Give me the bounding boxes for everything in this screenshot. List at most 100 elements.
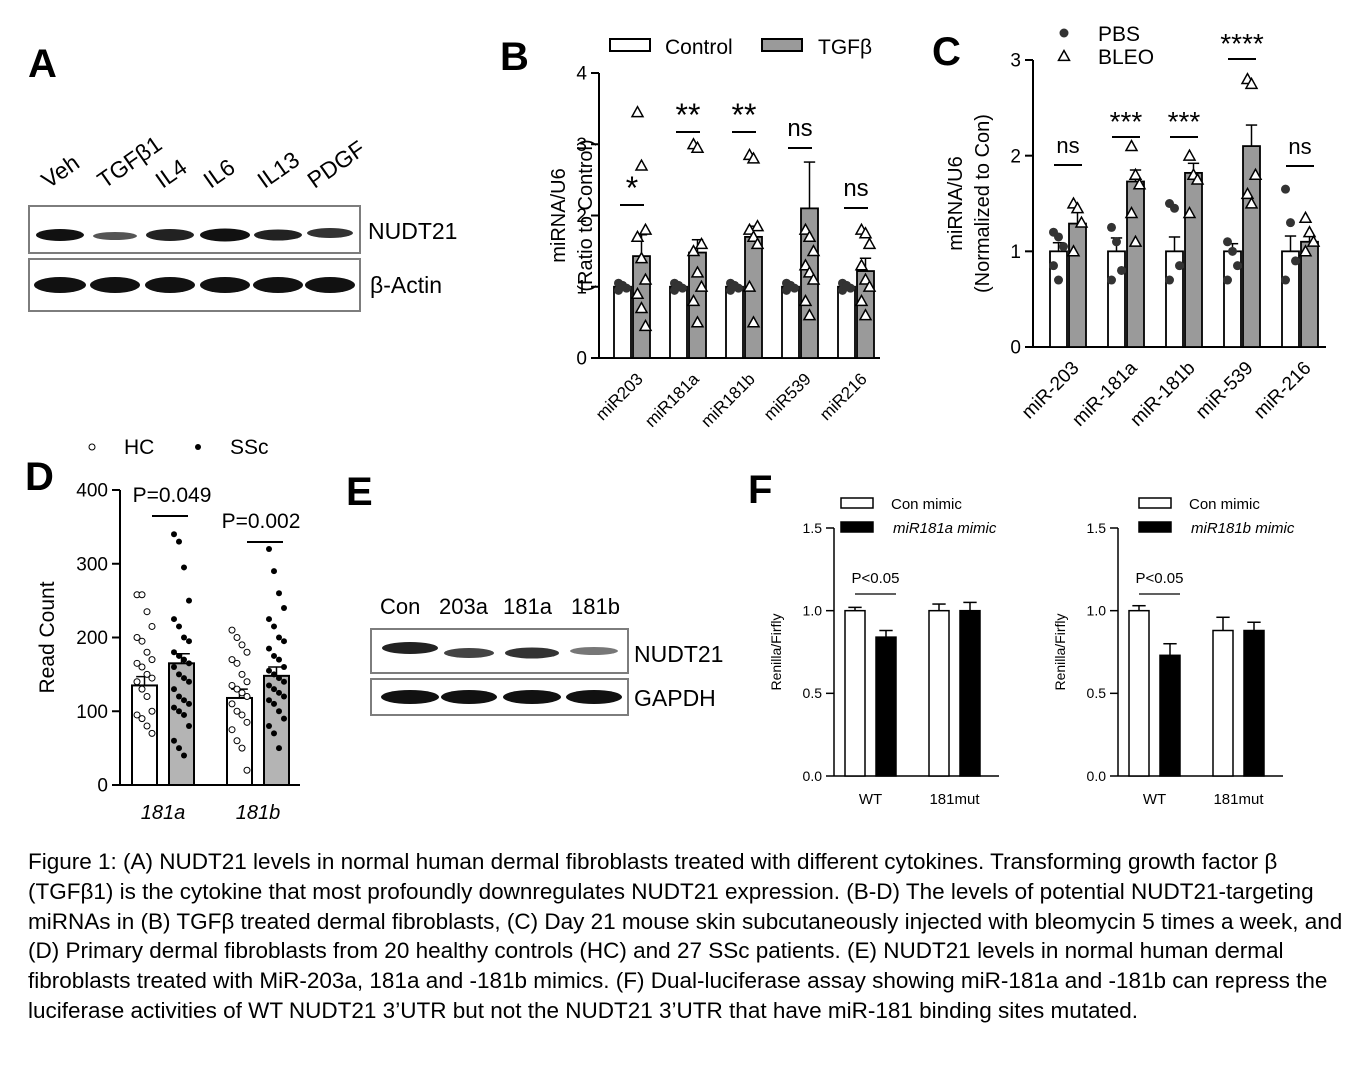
y-tick-label-c: 0 xyxy=(1010,338,1021,359)
data-point-b xyxy=(618,282,627,292)
bar-b xyxy=(725,285,744,359)
data-point-d xyxy=(266,645,272,652)
data-point-c xyxy=(1244,196,1259,209)
pvalue-label-d: P=0.049 xyxy=(133,484,212,507)
actin-blot xyxy=(28,258,361,312)
y-tick-label-c: 1 xyxy=(1010,242,1021,263)
data-point-b xyxy=(638,272,653,285)
panel-label-c: C xyxy=(932,30,961,74)
significance-label-b: ns xyxy=(787,115,812,142)
data-point-b xyxy=(694,236,709,250)
legend-label-con-f1: Con mimic xyxy=(891,496,962,513)
data-point-c xyxy=(1107,222,1116,232)
data-point-d xyxy=(266,723,272,729)
significance-label-c: *** xyxy=(1168,106,1201,137)
data-point-d xyxy=(276,656,282,663)
data-point-b xyxy=(862,236,877,250)
data-point-d xyxy=(228,656,236,664)
legend-label-ssc: SSc xyxy=(230,436,269,459)
data-point-c xyxy=(1054,232,1063,242)
data-point-b xyxy=(802,229,817,243)
data-point-b xyxy=(674,282,683,292)
data-point-d xyxy=(133,659,141,667)
data-point-d xyxy=(186,660,192,667)
data-point-b xyxy=(742,279,757,292)
data-point-d xyxy=(281,678,287,685)
y-axis-label-b: miRNA/U6 xyxy=(548,168,570,262)
data-point-b xyxy=(858,308,873,321)
data-point-c xyxy=(1054,275,1063,285)
data-point-d xyxy=(176,671,182,678)
data-point-d xyxy=(133,711,141,719)
bar-f2 xyxy=(1159,654,1181,777)
x-tick-label-b: miR181b xyxy=(697,369,759,431)
data-point-c xyxy=(1124,206,1139,219)
data-point-b xyxy=(630,105,645,118)
pvalue-label-f2: P<0.05 xyxy=(1136,570,1184,587)
data-point-d xyxy=(148,729,156,737)
data-point-d xyxy=(186,700,192,707)
legend-label-mimic-f2: miR181b mimic xyxy=(1191,520,1295,537)
blot-label-nudt21: NUDT21 xyxy=(368,218,458,244)
data-point-d xyxy=(243,718,251,726)
data-point-d xyxy=(176,708,182,715)
band xyxy=(146,229,194,241)
data-point-b xyxy=(690,140,705,153)
x-tick-label-f1: WT xyxy=(859,791,882,808)
data-point-d xyxy=(281,693,287,700)
data-point-c xyxy=(1190,172,1205,185)
data-point-c xyxy=(1228,246,1237,256)
data-point-d xyxy=(176,693,182,700)
data-point-d xyxy=(138,663,146,671)
data-point-c xyxy=(1306,234,1321,247)
y-tick-label-b: 1 xyxy=(576,277,587,298)
e-blot-label-nudt21: NUDT21 xyxy=(634,641,724,667)
data-point-d xyxy=(281,638,287,645)
panel-label-d: D xyxy=(25,455,54,499)
data-point-b xyxy=(802,265,817,278)
y-axis-label-c: (Normalized to Con) xyxy=(972,114,994,293)
band xyxy=(503,690,561,704)
data-point-d xyxy=(281,715,287,722)
significance-label-b: ** xyxy=(676,97,701,133)
data-point-d xyxy=(238,641,246,649)
pvalue-label-d: P=0.002 xyxy=(222,510,301,533)
bar-c xyxy=(1300,240,1319,348)
figure-caption: Figure 1: (A) NUDT21 levels in normal hu… xyxy=(28,849,1343,1023)
data-point-b xyxy=(686,244,701,257)
band xyxy=(444,648,494,658)
legend-swatch-control xyxy=(609,38,651,52)
data-point-d xyxy=(276,745,282,752)
data-point-c xyxy=(1286,218,1295,228)
significance-label-b: ** xyxy=(732,97,757,133)
data-point-c xyxy=(1128,234,1143,247)
bar-f1 xyxy=(844,609,866,777)
data-point-d xyxy=(266,697,272,704)
data-point-d xyxy=(181,564,187,571)
data-point-d xyxy=(233,659,241,667)
data-point-c xyxy=(1281,275,1290,285)
data-point-c xyxy=(1112,237,1121,247)
legend-swatch-con-f1 xyxy=(840,497,874,509)
bar-b xyxy=(669,285,688,359)
y-tick-label-d: 300 xyxy=(76,554,108,575)
data-point-c xyxy=(1281,184,1290,194)
data-point-b xyxy=(638,318,653,332)
data-point-d xyxy=(276,708,282,715)
data-point-d xyxy=(138,637,146,645)
data-point-c xyxy=(1165,275,1174,285)
band xyxy=(305,277,355,293)
data-point-d xyxy=(171,531,177,538)
data-point-d xyxy=(281,605,287,611)
data-point-d xyxy=(233,737,241,745)
data-point-c xyxy=(1240,186,1255,200)
e-gapdh-blot xyxy=(370,678,629,716)
data-point-d xyxy=(233,634,241,641)
band xyxy=(382,642,438,654)
band xyxy=(34,277,86,293)
data-point-c xyxy=(1233,261,1242,271)
y-tick-label-b: 2 xyxy=(576,206,587,227)
legend-label-pbs: PBS xyxy=(1098,23,1140,46)
data-point-b xyxy=(638,222,653,235)
